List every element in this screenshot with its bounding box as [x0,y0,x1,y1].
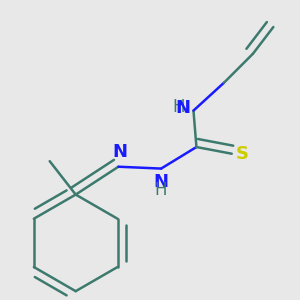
Text: N: N [176,99,190,117]
Text: N: N [153,173,168,191]
Text: N: N [112,143,127,161]
Text: H: H [154,181,167,199]
Text: S: S [236,145,249,163]
Text: H: H [173,98,185,116]
